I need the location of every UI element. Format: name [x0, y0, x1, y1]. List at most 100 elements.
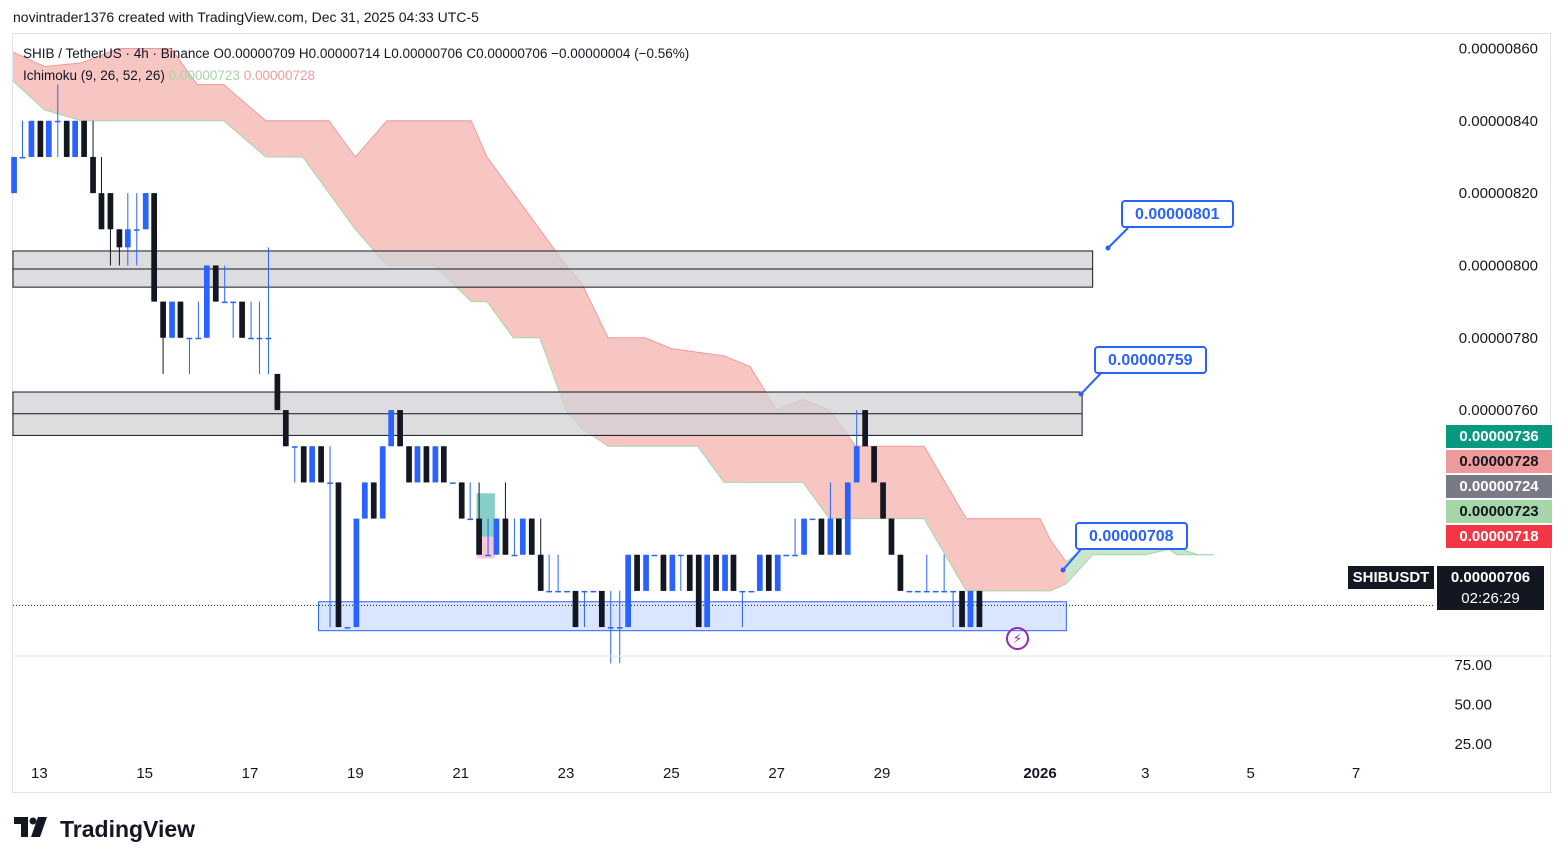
- candle-body: [81, 120, 87, 157]
- candle-body: [801, 518, 807, 555]
- candle-body: [844, 482, 851, 555]
- candle-body: [133, 229, 140, 231]
- callout-759[interactable]: 0.00000759: [1094, 346, 1207, 374]
- zone-support-708: [317, 601, 1067, 632]
- symbol-ohlc[interactable]: SHIB / TetherUS · 4h · Binance O0.000007…: [23, 46, 690, 61]
- tv-logo-icon: [14, 816, 52, 843]
- candle-body: [598, 590, 605, 628]
- price-tag-736: 0.00000736: [1446, 425, 1552, 448]
- candle-body: [265, 337, 272, 340]
- callout-708[interactable]: 0.00000708: [1075, 522, 1188, 550]
- callout-anchor-0: [1105, 245, 1111, 251]
- candle-body: [379, 446, 386, 519]
- x-tick-label: 13: [31, 765, 48, 782]
- candle-body: [774, 554, 781, 591]
- candle-body: [572, 590, 579, 628]
- candle-body: [476, 518, 482, 555]
- candle-body: [107, 193, 114, 230]
- candle-body: [502, 518, 509, 555]
- candle-body: [160, 301, 166, 338]
- candle-body: [519, 518, 526, 555]
- x-tick-label: 19: [347, 765, 364, 782]
- callout-801[interactable]: 0.00000801: [1121, 200, 1234, 228]
- candle-body: [853, 446, 860, 483]
- current-price-tag: 0.00000706 02:26:29: [1437, 566, 1544, 610]
- candle-body: [239, 301, 245, 338]
- callout-leader-2: [1062, 547, 1083, 571]
- candle-body: [818, 518, 825, 555]
- candle-body: [432, 446, 439, 483]
- candle-body: [406, 446, 412, 483]
- chart-legend: SHIB / TetherUS · 4h · Binance O0.000007…: [23, 45, 689, 89]
- candle-body: [151, 193, 157, 302]
- candle-body: [677, 554, 684, 557]
- x-tick-label: 25: [663, 765, 680, 782]
- candle-body: [643, 554, 649, 591]
- candle-body: [72, 120, 78, 157]
- candle-body: [493, 518, 500, 555]
- candle-body: [950, 590, 956, 593]
- candle-body: [967, 590, 974, 628]
- candle-body: [327, 482, 333, 484]
- cloud-bear: [13, 48, 1067, 591]
- candle-body: [976, 590, 983, 628]
- candle-body: [634, 554, 640, 591]
- candle-body: [827, 518, 834, 555]
- candle-body: [669, 554, 676, 591]
- candle-body: [625, 554, 631, 628]
- candle-body: [28, 120, 35, 157]
- x-tick-label: 3: [1141, 765, 1149, 782]
- candle-body: [756, 554, 763, 591]
- zones: [12, 227, 1435, 632]
- candle-body: [361, 482, 368, 519]
- candle-body: [835, 518, 842, 555]
- candle-body: [897, 554, 904, 591]
- candle-body: [555, 590, 561, 593]
- candle-body: [458, 482, 465, 519]
- candle-body: [906, 590, 913, 593]
- symbol-tag: SHIBUSDT: [1348, 566, 1434, 589]
- chart-caption: novintrader1376 created with TradingView…: [13, 9, 479, 25]
- candle-body: [686, 554, 693, 591]
- candle-body: [783, 554, 789, 557]
- candle-body: [256, 337, 263, 340]
- candle-body: [564, 590, 570, 593]
- ichimoku-cloud: [12, 48, 1214, 592]
- candle-body: [467, 518, 473, 521]
- candle-body: [511, 554, 518, 557]
- candle-body: [730, 554, 737, 591]
- candle-body: [335, 482, 342, 628]
- callout-anchor-2: [1060, 567, 1066, 573]
- candle-body: [186, 337, 193, 340]
- candle-body: [704, 554, 710, 628]
- tradingview-logo[interactable]: TradingView: [14, 816, 195, 843]
- candle-body: [765, 554, 772, 591]
- candle-body: [809, 518, 816, 521]
- indicator-legend[interactable]: Ichimoku (9, 26, 52, 26) 0.00000723 0.00…: [23, 67, 689, 89]
- candle-body: [370, 482, 377, 519]
- candle-body: [792, 554, 798, 557]
- x-tick-label: 7: [1352, 765, 1360, 782]
- candle-body: [195, 337, 202, 340]
- y-tick-label: 0.00000820: [1459, 185, 1538, 202]
- x-tick-label: 29: [874, 765, 891, 782]
- y-tick-label: 0.00000840: [1459, 113, 1538, 130]
- candle-body: [90, 156, 96, 194]
- candle-body: [862, 410, 868, 447]
- y-tick-label: 0.00000800: [1459, 257, 1538, 274]
- y-tick-label: 0.00000860: [1459, 40, 1538, 57]
- candle-body: [230, 301, 236, 304]
- oscillator-tick-label: 75.00: [1454, 657, 1492, 674]
- candle-body: [282, 410, 289, 447]
- candle-body: [651, 554, 658, 557]
- candle-body: [212, 265, 219, 302]
- candle-body: [748, 590, 755, 593]
- candle-body: [616, 627, 623, 629]
- candle-body: [485, 554, 491, 557]
- price-tag-724: 0.00000724: [1446, 475, 1552, 498]
- candle-body: [37, 120, 44, 157]
- axes: 0.00000860 0.00000840 0.00000820 0.00000800…: [13, 40, 1550, 782]
- x-tick-label: 17: [242, 765, 259, 782]
- lightning-icon[interactable]: ⚡: [1006, 627, 1029, 650]
